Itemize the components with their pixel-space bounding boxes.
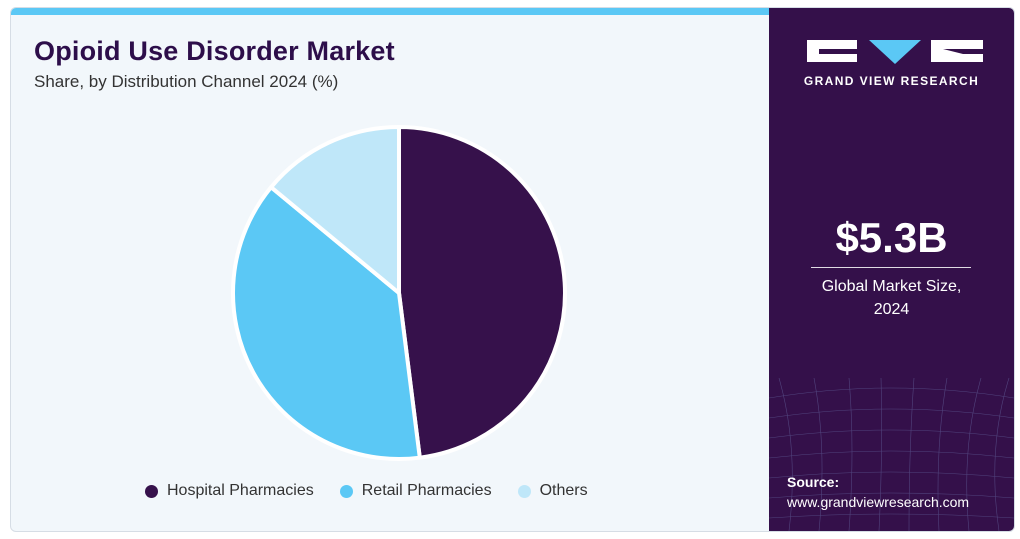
chart-title: Opioid Use Disorder Market xyxy=(34,36,395,66)
legend-swatch-others xyxy=(517,484,531,498)
source-block: Source: www.grandviewresearch.com xyxy=(787,472,969,512)
market-size-label: Global Market Size, 2024 xyxy=(799,275,984,321)
source-url: www.grandviewresearch.com xyxy=(787,494,970,510)
legend-label-retail-pharmacies: Retail Pharmacies xyxy=(361,482,492,499)
chart-subtitle: Share, by Distribution Channel 2024 (%) xyxy=(34,72,339,91)
legend-item-hospital-pharmacies: Hospital Pharmacies xyxy=(145,482,314,500)
market-size-value: $5.3B xyxy=(835,214,948,261)
legend-swatch-retail-pharmacies xyxy=(339,484,353,498)
logo-text: GRAND VIEW RESEARCH xyxy=(803,74,980,88)
legend-label-hospital-pharmacies: Hospital Pharmacies xyxy=(167,482,314,499)
pie-chart xyxy=(231,125,567,461)
top-accent-bar xyxy=(11,8,769,15)
infographic-card: Opioid Use Disorder Market Share, by Dis… xyxy=(10,7,1015,532)
legend-swatch-hospital-pharmacies xyxy=(145,484,158,498)
value-divider xyxy=(811,267,971,268)
decorative-grid-pattern xyxy=(769,378,1014,531)
legend-item-retail-pharmacies: Retail Pharmacies xyxy=(339,482,492,500)
legend-item-others: Others xyxy=(517,482,588,500)
pie-slice-hospital-pharmacies xyxy=(397,125,567,460)
market-size-label-line2: 2024 xyxy=(873,301,910,318)
pie-slice-retail-pharmacies xyxy=(231,185,422,461)
legend-label-others: Others xyxy=(539,482,588,499)
sidebar-panel: GRAND VIEW RESEARCH $5.3B Global Market … xyxy=(769,8,1014,531)
market-size-label-line1: Global Market Size, xyxy=(821,278,962,295)
source-label: Source: xyxy=(787,474,840,490)
pie-slice-others xyxy=(269,125,401,295)
gvr-logo-icon xyxy=(807,40,983,64)
chart-legend: Hospital Pharmacies Retail Pharmacies Ot… xyxy=(145,480,588,502)
